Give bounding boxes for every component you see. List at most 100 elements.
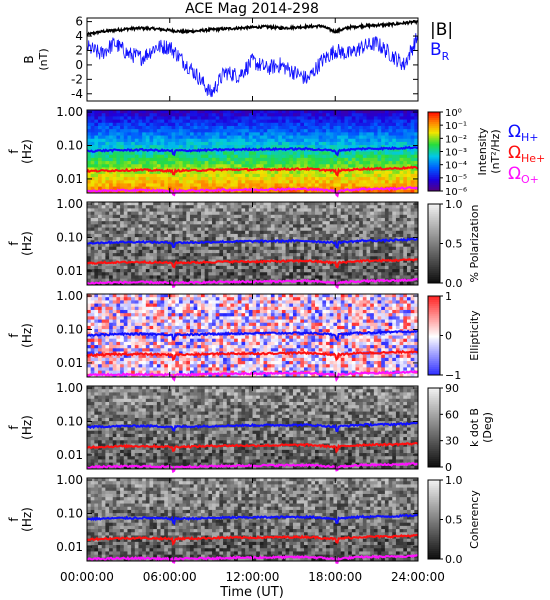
spectrogram-cell	[123, 151, 128, 156]
spectrogram-cell	[300, 119, 305, 124]
spectrogram-cell	[303, 138, 309, 143]
spectrogram-cell	[270, 151, 275, 156]
spectrogram-cell	[256, 221, 261, 225]
spectrogram-cell	[245, 237, 250, 241]
spectrogram-cell	[223, 157, 228, 162]
spectrogram-cell	[315, 151, 320, 156]
spectrogram-cell	[359, 113, 364, 117]
spectrogram-cell	[120, 151, 125, 156]
spectrogram-cell	[315, 262, 320, 267]
spectrogram-cell	[263, 110, 268, 114]
spectrogram-cell	[300, 183, 305, 188]
spectrogram-cell	[112, 125, 117, 130]
spectrogram-cell	[373, 164, 378, 168]
spectrogram-cell	[399, 275, 404, 280]
spectrogram-cell	[156, 275, 161, 280]
spectrogram-cell	[395, 202, 401, 206]
spectrogram-cell	[105, 177, 110, 181]
spectrogram-cell	[410, 272, 415, 276]
spectrogram-cell	[333, 214, 338, 219]
colorbar-cell	[428, 221, 440, 225]
spectrogram-cell	[311, 170, 316, 175]
spectrogram-cell	[270, 256, 275, 260]
spectrogram-cell	[414, 138, 419, 143]
spectrogram-cell	[131, 110, 136, 114]
spectrogram-cell	[326, 110, 331, 114]
spectrogram-cell	[388, 119, 393, 124]
spectrogram-cell	[256, 173, 261, 178]
spectrogram-cell	[359, 243, 364, 248]
spectrogram-cell	[182, 170, 187, 175]
spectrogram-cell	[160, 132, 165, 136]
spectrogram-cell	[292, 125, 298, 130]
spectrogram-cell	[87, 122, 92, 127]
spectrogram-cell	[156, 129, 161, 133]
spectrogram-cell	[256, 145, 261, 149]
colorbar-cell	[428, 281, 440, 284]
spectrogram-cell	[241, 211, 246, 216]
spectrogram-cell	[149, 265, 154, 270]
spectrogram-cell	[101, 180, 106, 184]
spectrogram-cell	[248, 275, 253, 280]
spectrogram-cell	[274, 278, 279, 283]
spectrogram-cell	[307, 208, 312, 212]
spectrogram-cell	[109, 154, 114, 159]
spectrogram-cell	[127, 211, 132, 216]
colorbar-cell	[428, 219, 440, 223]
spectrogram-cell	[98, 208, 103, 212]
spectrogram-cell	[289, 208, 294, 212]
spectrogram-cell	[204, 141, 209, 146]
spectrogram-cell	[134, 278, 139, 283]
spectrogram-cell	[219, 145, 224, 149]
spectrogram-cell	[333, 122, 338, 127]
spectrogram-cell	[153, 122, 158, 127]
spectrogram-cell	[160, 217, 165, 222]
spectrogram-cell	[153, 211, 158, 216]
spectrogram-cell	[164, 183, 169, 188]
spectrogram-cell	[274, 145, 279, 149]
spectrogram-cell	[388, 141, 393, 146]
spectrogram-cell	[340, 246, 345, 251]
spectrogram-cell	[292, 177, 298, 181]
spectrogram-cell	[337, 170, 342, 175]
spectrogram-cell	[388, 275, 393, 280]
spectrogram-cell	[212, 157, 217, 162]
spectrogram-cell	[406, 233, 412, 238]
spectrogram-cell	[160, 186, 165, 191]
spectrogram-cell	[197, 113, 202, 117]
spectrogram-cell	[348, 110, 353, 114]
spectrogram-cell	[414, 141, 419, 146]
spectrogram-cell	[215, 110, 220, 114]
spectrogram-cell	[94, 154, 99, 159]
spectrogram-cell	[223, 281, 228, 286]
spectrogram-cell	[175, 237, 180, 241]
spectrogram-cell	[248, 237, 253, 241]
spectrogram-cell	[98, 322, 103, 327]
spectrogram-cell	[373, 237, 378, 241]
spectrogram-cell	[94, 110, 99, 114]
colorbar-cell	[428, 151, 440, 154]
spectrogram-cell	[105, 338, 110, 343]
spectrogram-cell	[223, 132, 228, 136]
spectrogram-cell	[123, 170, 128, 175]
spectrogram-cell	[120, 141, 125, 146]
spectrogram-cell	[274, 122, 279, 127]
spectrogram-cell	[87, 230, 92, 235]
spectrogram-cell	[156, 154, 161, 159]
spectrogram-cell	[219, 278, 224, 283]
spectrogram-cell	[178, 141, 184, 146]
spectrogram-cell	[149, 269, 154, 273]
spectrogram-cell	[138, 135, 143, 140]
spectrogram-cell	[252, 230, 257, 235]
spectrogram-cell	[296, 113, 301, 117]
spectrogram-cell	[303, 164, 309, 168]
spectrogram-cell	[105, 154, 110, 159]
spectrogram-cell	[164, 113, 169, 117]
spectrogram-cell	[344, 221, 349, 225]
spectrogram-cell	[94, 164, 99, 168]
spectrogram-cell	[182, 249, 187, 254]
spectrogram-cell	[388, 154, 393, 159]
spectrogram-cell	[252, 208, 257, 212]
spectrogram-cell	[204, 125, 209, 130]
spectrogram-cell	[167, 214, 172, 219]
